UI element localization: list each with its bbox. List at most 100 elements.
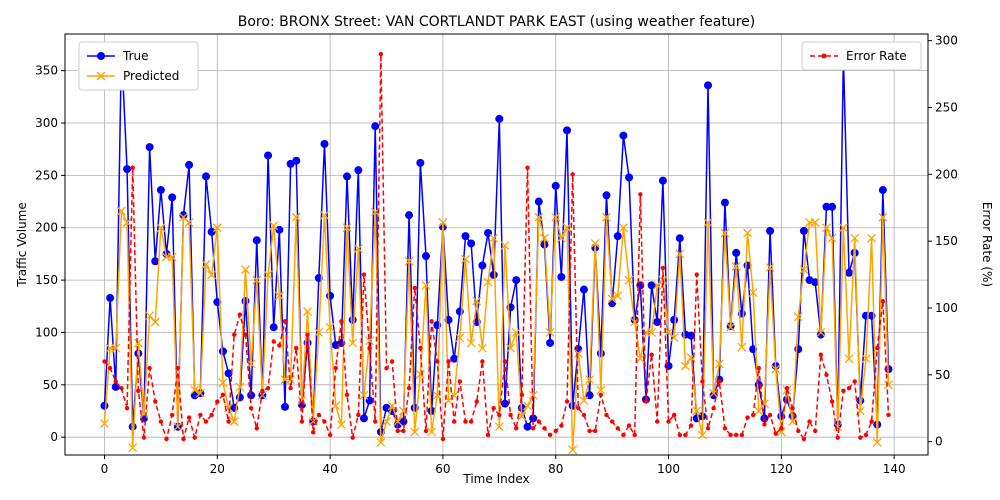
point-predicted [731,262,741,271]
point-error-rate [705,426,711,431]
point-error-rate [260,388,265,394]
x-tick-label: 0 [101,462,109,476]
point-error-rate [468,419,474,424]
y-tick-label: 250 [35,168,58,182]
point-error-rate [412,285,417,291]
point-predicted [771,364,781,374]
point-predicted [596,385,606,395]
point-predicted [551,212,561,222]
point-predicted [647,328,657,337]
x-tick-label: 20 [210,462,225,476]
point-error-rate [485,432,491,438]
point-predicted [173,422,183,432]
point-predicted [867,233,877,243]
x-tick-label: 40 [322,462,337,476]
point-predicted [365,336,375,346]
point-true [202,172,211,181]
point-true [326,291,335,300]
point-true [732,248,741,257]
point-error-rate [655,419,660,424]
point-predicted [393,417,403,426]
point-true [100,401,109,410]
point-error-rate [192,435,197,440]
point-error-rate [734,432,739,438]
point-true [766,226,775,235]
point-error-rate [491,406,496,411]
point-error-rate [615,426,620,431]
point-error-rate [547,432,553,438]
point-error-rate [835,435,840,440]
point-predicted [506,343,516,353]
point-predicted [709,388,719,398]
point-predicted [489,233,499,243]
point-error-rate [480,359,485,364]
point-error-rate [514,426,519,431]
point-predicted [703,218,713,227]
point-true [354,166,363,175]
point-error-rate [299,419,305,424]
point-error-rate [164,436,169,442]
y2-tick-label: 150 [935,234,958,248]
point-true [489,270,498,279]
point-predicted [111,343,121,353]
point-error-rate [508,412,513,418]
y2-tick-label: 0 [935,435,943,449]
y-tick-label: 350 [35,64,58,78]
point-error-rate [305,332,310,337]
point-predicted [748,288,758,298]
point-predicted [827,233,837,243]
point-predicted [517,411,527,421]
point-error-rate [790,406,795,411]
point-error-rate [609,419,615,424]
point-predicted [737,342,747,352]
point-true [720,198,729,207]
point-predicted [438,218,448,227]
point-predicted [212,223,222,233]
point-error-rate [327,432,333,438]
point-true [512,276,521,285]
point-error-rate [310,430,316,435]
point-error-rate [570,172,575,177]
point-error-rate [232,332,237,337]
point-predicted [743,228,752,238]
point-true [619,131,628,140]
point-predicted [218,378,228,388]
point-error-rate [474,399,479,404]
point-predicted [128,443,138,453]
point-true [168,193,177,202]
point-error-rate [384,365,389,371]
series-layer [100,43,893,455]
point-error-rate [841,388,846,394]
point-error-rate [282,319,288,324]
point-error-rate [519,392,525,398]
point-error-rate [581,412,587,418]
point-error-rate [271,339,276,344]
point-error-rate [265,385,271,391]
legend-true-label: True [122,49,149,63]
point-error-rate [621,432,626,438]
point-error-rate [852,379,857,384]
x-tick-label: 120 [770,462,793,476]
point-error-rate [593,428,598,434]
y-tick-label: 200 [35,221,58,235]
point-predicted [342,223,352,233]
point-error-rate [102,359,107,364]
point-true [207,227,216,236]
y-tick-label: 0 [50,430,58,444]
point-true [602,191,611,200]
point-error-rate [367,345,372,351]
point-error-rate [198,412,203,418]
point-predicted [511,328,521,337]
point-error-rate [739,432,745,438]
point-true [416,158,425,167]
point-error-rate [694,272,699,277]
point-error-rate [141,435,147,440]
point-true [523,422,532,431]
point-predicted [607,294,617,304]
point-true [467,239,476,248]
point-true [822,202,831,211]
point-error-rate [344,392,350,398]
point-predicted [579,396,589,406]
